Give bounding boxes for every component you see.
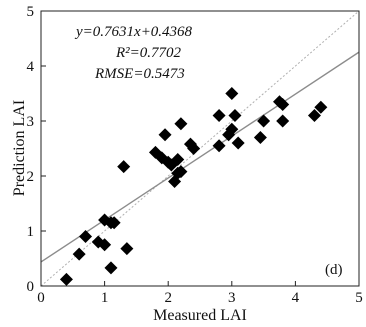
y-axis-title: Prediction LAI	[11, 100, 28, 196]
data-point	[174, 117, 188, 131]
data-point	[257, 114, 271, 128]
data-point	[276, 114, 290, 128]
data-point	[117, 160, 131, 174]
data-point	[158, 128, 172, 142]
data-point	[187, 142, 201, 155]
data-point	[104, 261, 118, 275]
data-point	[225, 87, 239, 100]
data-point	[79, 230, 93, 243]
x-tick-label: 1	[101, 290, 109, 306]
data-point	[171, 153, 185, 166]
x-tick-label: 5	[355, 290, 363, 306]
data-point	[225, 122, 239, 136]
x-tick-label: 0	[37, 290, 45, 306]
rmse-label: RMSE=0.5473	[94, 66, 185, 82]
y-tick-label: 5	[27, 4, 35, 20]
panel-label: (d)	[325, 262, 343, 278]
data-point	[72, 247, 86, 261]
data-point	[253, 131, 267, 144]
y-tick-label: 0	[27, 279, 35, 295]
data-point	[107, 216, 121, 230]
data-point	[307, 109, 321, 122]
x-tick-label: 2	[164, 290, 172, 306]
y-tick-label: 1	[27, 224, 35, 240]
r2-label: R²=0.7702	[115, 45, 182, 61]
y-tick-label: 3	[27, 114, 35, 130]
data-point	[120, 242, 134, 256]
plot-frame	[40, 10, 360, 287]
data-point	[59, 272, 73, 286]
y-tick-label: 2	[27, 169, 35, 185]
data-point	[212, 109, 226, 122]
x-tick-label: 4	[292, 290, 300, 306]
y-tick-label: 4	[27, 59, 35, 75]
fit-annotation: y=0.7631x+0.4368 R²=0.7702 RMSE=0.5473	[74, 24, 193, 82]
data-point	[174, 165, 188, 179]
x-axis-title: Measured LAI	[153, 307, 247, 324]
data-point	[314, 100, 328, 114]
data-point	[276, 98, 290, 111]
data-point	[98, 238, 112, 252]
x-tick-label: 3	[228, 290, 236, 306]
data-point	[228, 109, 242, 122]
regression-line	[41, 51, 359, 263]
equation-label: y=0.7631x+0.4368	[74, 24, 193, 40]
data-point	[212, 139, 226, 153]
data-point	[231, 136, 245, 150]
